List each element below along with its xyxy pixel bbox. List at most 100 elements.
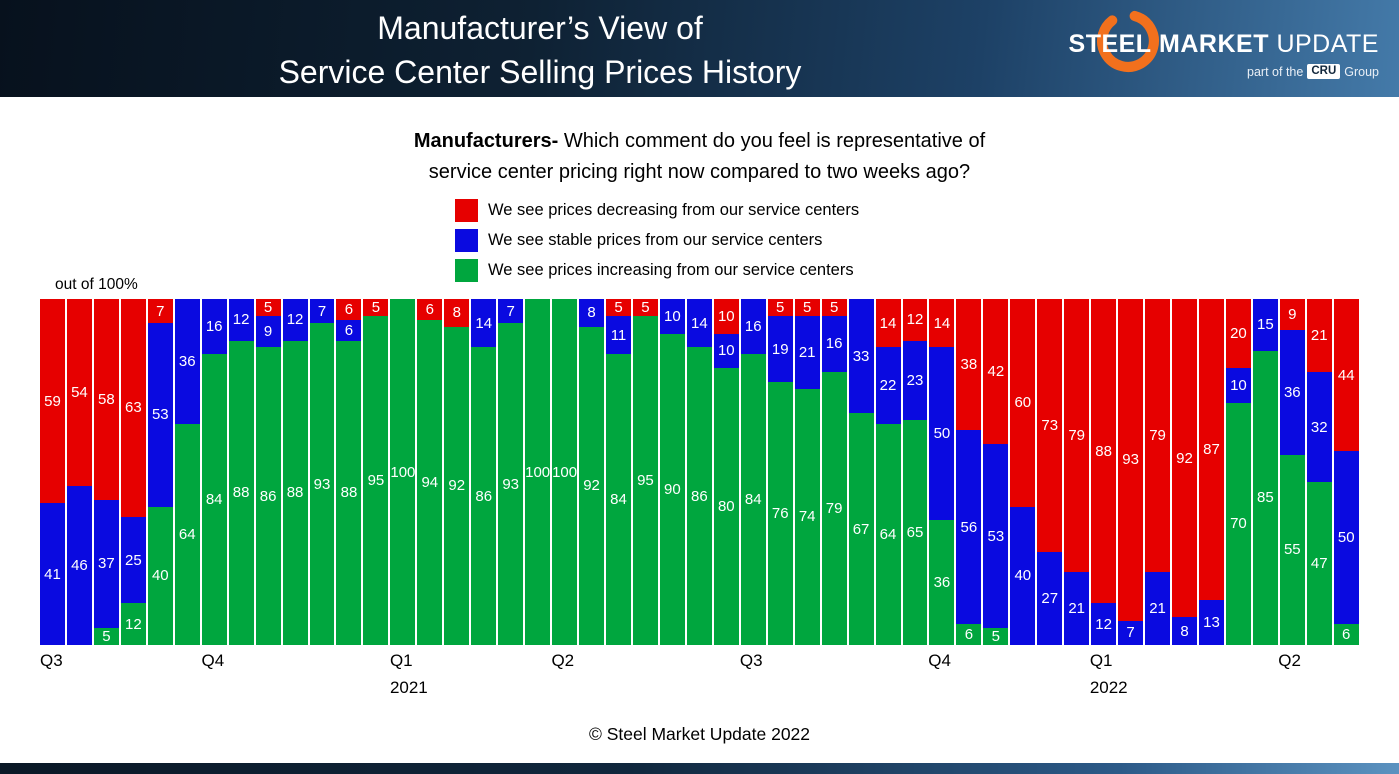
segment-value-label: 5 xyxy=(263,299,273,317)
segment-increasing: 100 xyxy=(552,299,577,645)
segment-value-label: 8 xyxy=(587,304,596,322)
segment-value-label: 11 xyxy=(610,326,627,344)
segment-stable: 50 xyxy=(1333,451,1359,625)
segment-increasing: 67 xyxy=(848,413,874,645)
stacked-bar-48: 21 32 47 xyxy=(1306,299,1332,645)
stacked-bar-33: 12 23 65 xyxy=(902,299,928,645)
stacked-bar-41: 93 7 xyxy=(1118,299,1144,645)
segment-value-label: 33 xyxy=(852,347,870,365)
stacked-bar-29: 5 21 74 xyxy=(794,299,820,645)
segment-stable: 10 xyxy=(659,299,685,334)
segment-value-label: 44 xyxy=(1337,366,1355,384)
segment-value-label: 60 xyxy=(1014,394,1032,412)
segment-stable: 25 xyxy=(120,516,146,604)
segment-decreasing: 8 xyxy=(444,299,470,327)
segment-decreasing: 38 xyxy=(956,299,982,431)
segment-increasing: 36 xyxy=(929,520,955,645)
segment-value-label: 21 xyxy=(1068,600,1086,618)
segment-value-label: 88 xyxy=(1095,442,1112,460)
segment-value-label: 93 xyxy=(313,475,331,493)
segment-value-label: 54 xyxy=(71,383,88,401)
logo-word-market: MARKET xyxy=(1159,30,1269,58)
x-axis-label-q1-2022: Q1 2022 xyxy=(1090,651,1128,698)
segment-decreasing: 5 xyxy=(255,299,281,317)
segment-stable: 11 xyxy=(606,316,631,355)
segment-value-label: 10 xyxy=(664,307,681,325)
stacked-bar-chart: 59 41 54 46 58 37 5 63 25 12 7 53 40 36 64 16 84 12 88 5 9 86… xyxy=(40,299,1359,645)
segment-value-label: 5 xyxy=(829,299,839,317)
segment-stable: 27 xyxy=(1037,551,1063,645)
segment-value-label: 6 xyxy=(964,626,974,644)
segment-stable: 10 xyxy=(1225,368,1251,403)
segment-stable: 50 xyxy=(929,347,955,521)
segment-stable: 6 xyxy=(336,319,362,341)
segment-value-label: 100 xyxy=(552,463,578,481)
segment-value-label: 40 xyxy=(151,567,169,585)
stacked-bar-43: 92 8 xyxy=(1172,299,1197,645)
segment-increasing: 88 xyxy=(336,340,362,645)
quarter-label: Q3 xyxy=(40,651,63,670)
segment-increasing: 86 xyxy=(686,347,712,645)
segment-stable: 16 xyxy=(201,299,227,355)
segment-value-label: 21 xyxy=(798,344,816,362)
segment-value-label: 73 xyxy=(1041,416,1059,434)
stacked-bar-32: 14 22 64 xyxy=(875,299,901,645)
segment-value-label: 65 xyxy=(906,524,924,542)
header-banner: Manufacturer’s View of Service Center Se… xyxy=(0,0,1399,97)
segment-increasing: 6 xyxy=(956,624,982,645)
segment-value-label: 5 xyxy=(102,627,111,645)
segment-value-label: 87 xyxy=(1203,441,1220,458)
stacked-bar-26: 10 10 80 xyxy=(713,299,739,645)
logo-tagline: part of the CRU Group xyxy=(1247,64,1379,79)
stacked-bar-24: 10 90 xyxy=(659,299,685,645)
stacked-bar-37: 60 40 xyxy=(1010,299,1036,645)
segment-value-label: 58 xyxy=(98,390,115,408)
segment-decreasing: 58 xyxy=(93,299,119,500)
stacked-bar-28: 5 19 76 xyxy=(767,299,793,645)
segment-value-label: 16 xyxy=(744,318,762,336)
segment-value-label: 53 xyxy=(151,406,169,424)
segment-stable: 37 xyxy=(93,499,119,628)
chart-question-line1: Which comment do you feel is representat… xyxy=(558,130,986,152)
axis-note: out of 100% xyxy=(55,276,138,293)
segment-value-label: 19 xyxy=(771,340,789,358)
segment-increasing: 80 xyxy=(713,368,739,645)
stacked-bar-36: 42 53 5 xyxy=(983,299,1009,645)
segment-value-label: 7 xyxy=(506,302,515,320)
legend-swatch-increasing xyxy=(455,259,478,282)
stacked-bar-21: 8 92 xyxy=(579,299,605,645)
segment-value-label: 12 xyxy=(1095,615,1112,633)
segment-increasing: 100 xyxy=(525,299,550,645)
segment-increasing: 84 xyxy=(606,354,631,645)
logo-word-update: UPDATE xyxy=(1276,30,1379,58)
segment-decreasing: 63 xyxy=(120,299,146,517)
segment-decreasing: 79 xyxy=(1064,299,1090,573)
segment-value-label: 41 xyxy=(44,565,61,583)
segment-value-label: 5 xyxy=(776,299,785,317)
segment-value-label: 12 xyxy=(124,615,142,633)
stacked-bar-3: 58 37 5 xyxy=(93,299,119,645)
segment-increasing: 86 xyxy=(255,347,281,645)
stacked-bar-47: 9 36 55 xyxy=(1279,299,1305,645)
segment-increasing: 76 xyxy=(767,382,793,645)
segment-decreasing: 54 xyxy=(66,299,92,486)
segment-value-label: 95 xyxy=(367,472,385,490)
segment-decreasing: 5 xyxy=(363,299,389,317)
segment-value-label: 85 xyxy=(1257,489,1274,507)
page-title: Manufacturer’s View of Service Center Se… xyxy=(60,6,1020,94)
segment-value-label: 38 xyxy=(960,356,978,374)
segment-stable: 56 xyxy=(956,430,982,625)
segment-increasing: 12 xyxy=(120,603,146,645)
segment-stable: 8 xyxy=(1172,617,1197,645)
chart-question: Manufacturers- Which comment do you feel… xyxy=(0,126,1399,188)
stacked-bar-49: 44 50 6 xyxy=(1333,299,1359,645)
segment-stable: 13 xyxy=(1198,600,1224,645)
segment-decreasing: 21 xyxy=(1306,299,1332,372)
segment-value-label: 12 xyxy=(232,311,250,329)
legend-item-decreasing: We see prices decreasing from our servic… xyxy=(455,199,859,222)
segment-stable: 12 xyxy=(1091,603,1117,645)
segment-stable: 7 xyxy=(498,299,524,324)
segment-value-label: 84 xyxy=(205,491,223,509)
segment-value-label: 5 xyxy=(802,299,812,317)
segment-increasing: 65 xyxy=(902,420,928,645)
